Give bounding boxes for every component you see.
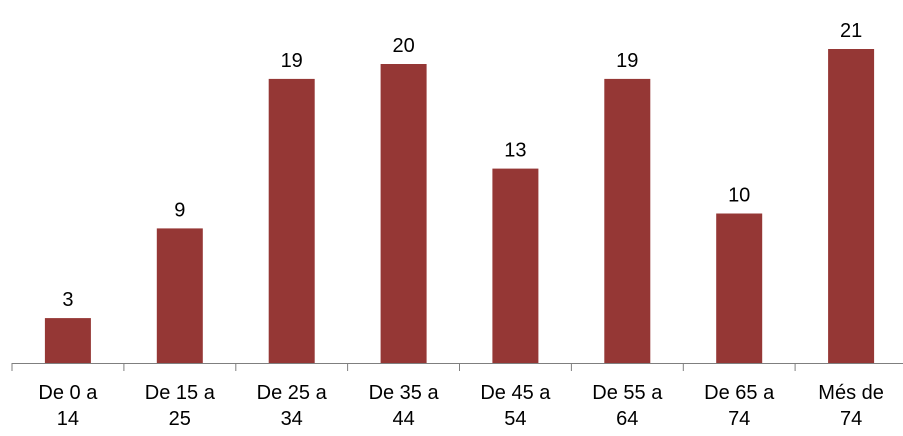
x-tick-label-line: De 15 a [145, 382, 216, 404]
x-tick-label-line: 74 [728, 408, 750, 430]
x-tick-label-2: De 15 a 25 [145, 382, 216, 430]
data-labels-group: 3 9 19 20 13 19 10 21 [62, 20, 862, 311]
x-tick-label-line: De 35 a [369, 382, 440, 404]
bar-6 [604, 78, 651, 364]
bar-5 [492, 168, 539, 363]
bars-group [44, 49, 875, 364]
data-label-7: 10 [728, 185, 750, 207]
x-tick-label-line: De 65 a [704, 382, 775, 404]
x-tick-label-line: 64 [616, 408, 638, 430]
data-label-8: 21 [840, 20, 862, 42]
bar-1 [44, 318, 91, 363]
data-label-2: 9 [174, 199, 185, 221]
data-label-4: 20 [392, 35, 414, 57]
x-tick-label-line: Més de [818, 382, 884, 404]
x-tick-label-5: De 45 a 54 [480, 382, 551, 430]
bar-3 [268, 78, 315, 364]
x-tick-label-line: 34 [281, 408, 303, 430]
x-tick-label-line: De 55 a [592, 382, 663, 404]
x-tick-labels-group: De 0 a 14 De 15 a 25 De 25 a 34 De 35 a 44 De 45… [38, 382, 883, 430]
x-tick-label-4: De 35 a 44 [369, 382, 440, 430]
data-label-6: 19 [616, 50, 638, 72]
x-tick-label-line: 74 [840, 408, 862, 430]
x-tick-label-3: De 25 a 34 [257, 382, 328, 430]
data-label-5: 13 [504, 140, 526, 162]
bar-2 [156, 228, 203, 363]
x-tick-label-line: De 45 a [480, 382, 551, 404]
x-tick-label-line: 44 [392, 408, 414, 430]
x-tick-label-line: 25 [169, 408, 191, 430]
bar-7 [716, 213, 763, 363]
x-tick-label-8: Més de 74 [818, 382, 884, 430]
data-label-1: 3 [62, 289, 73, 311]
data-label-3: 19 [281, 50, 303, 72]
x-axis [11, 363, 903, 371]
x-tick-label-1: De 0 a 14 [38, 382, 98, 430]
bar-8 [828, 49, 875, 363]
x-tick-label-7: De 65 a 74 [704, 382, 775, 430]
x-tick-label-6: De 55 a 64 [592, 382, 663, 430]
x-tick-label-line: De 25 a [257, 382, 328, 404]
bar-4 [380, 64, 427, 363]
x-tick-label-line: De 0 a [38, 382, 98, 404]
x-tick-label-line: 54 [504, 408, 526, 430]
x-tick-label-line: 14 [57, 408, 79, 430]
